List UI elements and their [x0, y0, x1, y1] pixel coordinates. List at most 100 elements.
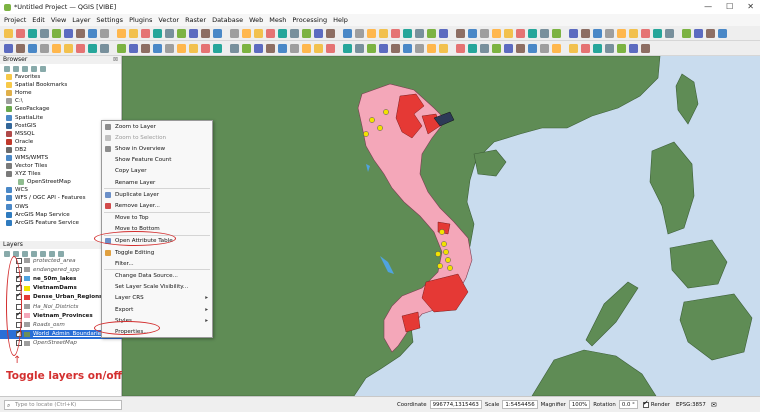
toolbar-button-icon[interactable] — [653, 28, 662, 38]
toolbar-button-icon[interactable] — [391, 43, 400, 53]
toolbar-button-icon[interactable] — [254, 43, 263, 53]
toolbar-button-icon[interactable] — [189, 43, 198, 53]
toolbar-button-icon[interactable] — [468, 43, 477, 53]
browser-item[interactable]: XYZ Tiles — [0, 170, 121, 178]
toolbar-button-icon[interactable] — [40, 28, 49, 38]
menu-project[interactable]: Project — [4, 16, 27, 24]
context-menu-item[interactable]: Move to Bottom — [102, 224, 212, 235]
toolbar-button-icon[interactable] — [141, 43, 150, 53]
toolbar-button-icon[interactable] — [641, 28, 650, 38]
toolbar-button-icon[interactable] — [129, 43, 138, 53]
context-menu-item[interactable]: Show in Overview — [102, 143, 212, 154]
add-group-icon[interactable] — [13, 250, 19, 257]
toolbar-button-icon[interactable] — [165, 43, 174, 53]
toolbar-button-icon[interactable] — [718, 28, 727, 38]
toolbar-button-icon[interactable] — [153, 43, 162, 53]
context-menu-item[interactable]: Export ▸ — [102, 304, 212, 315]
toolbar-button-icon[interactable] — [28, 43, 37, 53]
toolbar-button-icon[interactable] — [492, 28, 501, 38]
maximize-button[interactable]: ☐ — [726, 2, 734, 11]
toolbar-button-icon[interactable] — [100, 43, 109, 53]
toolbar-button-icon[interactable] — [117, 43, 126, 53]
toolbar-button-icon[interactable] — [302, 28, 311, 38]
toolbar-button-icon[interactable] — [694, 28, 703, 38]
toolbar-button-icon[interactable] — [278, 43, 287, 53]
toolbar-button-icon[interactable] — [355, 43, 364, 53]
toolbar-button-icon[interactable] — [314, 28, 323, 38]
browser-item[interactable]: MSSQL — [0, 130, 121, 138]
toolbar-button-icon[interactable] — [379, 28, 388, 38]
menu-vector[interactable]: Vector — [158, 16, 180, 24]
toolbar-button-icon[interactable] — [230, 28, 239, 38]
toolbar-button-icon[interactable] — [64, 43, 73, 53]
toolbar-button-icon[interactable] — [242, 43, 251, 53]
context-menu-item[interactable]: Show Feature Count — [102, 155, 212, 166]
toolbar-button-icon[interactable] — [516, 43, 525, 53]
toolbar-button-icon[interactable] — [427, 43, 436, 53]
browser-item[interactable]: Vector Tiles — [0, 162, 121, 170]
context-menu-item[interactable]: Zoom to Layer — [102, 121, 212, 132]
menu-database[interactable]: Database — [212, 16, 244, 24]
toolbar-button-icon[interactable] — [504, 28, 513, 38]
toolbar-button-icon[interactable] — [528, 43, 537, 53]
toolbar-button-icon[interactable] — [76, 43, 85, 53]
toolbar-button-icon[interactable] — [52, 43, 61, 53]
map-canvas[interactable] — [122, 56, 760, 396]
toolbar-button-icon[interactable] — [88, 28, 97, 38]
toolbar-button-icon[interactable] — [290, 28, 299, 38]
toolbar-button-icon[interactable] — [28, 28, 37, 38]
locator-search[interactable]: ⌕ Type to locate (Ctrl+K) — [4, 399, 122, 410]
toolbar-button-icon[interactable] — [141, 28, 150, 38]
toolbar-button-icon[interactable] — [52, 28, 61, 38]
menu-mesh[interactable]: Mesh — [269, 16, 287, 24]
browser-item[interactable]: DB2 — [0, 146, 121, 154]
context-menu-item[interactable]: Zoom to Selection — [102, 132, 212, 143]
toolbar-button-icon[interactable] — [569, 43, 578, 53]
toolbar-button-icon[interactable] — [314, 43, 323, 53]
browser-item[interactable]: OpenStreetMap — [0, 178, 121, 186]
toolbar-button-icon[interactable] — [201, 28, 210, 38]
toolbar-button-icon[interactable] — [177, 43, 186, 53]
toolbar-button-icon[interactable] — [480, 28, 489, 38]
filter-legend-icon[interactable] — [31, 250, 37, 257]
toolbar-button-icon[interactable] — [403, 28, 412, 38]
collapse-icon[interactable] — [22, 65, 28, 72]
toolbar-button-icon[interactable] — [153, 28, 162, 38]
toolbar-button-icon[interactable] — [427, 28, 436, 38]
menu-processing[interactable]: Processing — [292, 16, 328, 24]
toolbar-button-icon[interactable] — [581, 43, 590, 53]
toolbar-button-icon[interactable] — [605, 43, 614, 53]
coordinate-field[interactable]: 996774,1315463 — [429, 400, 482, 409]
browser-item[interactable]: GeoPackage — [0, 105, 121, 113]
properties-icon[interactable] — [31, 65, 37, 72]
menu-plugins[interactable]: Plugins — [129, 16, 153, 24]
browser-item[interactable]: WMS/WMTS — [0, 154, 121, 162]
filter-icon[interactable] — [13, 65, 19, 72]
context-menu-item[interactable]: Remove Layer... — [102, 200, 212, 211]
toolbar-button-icon[interactable] — [581, 28, 590, 38]
context-menu-item[interactable]: Toggle Editing — [102, 247, 212, 258]
browser-item[interactable]: WFS / OGC API - Features — [0, 194, 121, 202]
context-menu-item[interactable]: Change Data Source... — [102, 270, 212, 281]
toolbar-button-icon[interactable] — [665, 28, 674, 38]
toolbar-button-icon[interactable] — [16, 28, 25, 38]
menu-view[interactable]: View — [50, 16, 67, 24]
toolbar-button-icon[interactable] — [343, 28, 352, 38]
toolbar-button-icon[interactable] — [528, 28, 537, 38]
toolbar-button-icon[interactable] — [242, 28, 251, 38]
toolbar-button-icon[interactable] — [88, 43, 97, 53]
toolbar-button-icon[interactable] — [540, 43, 549, 53]
open-layer-styling-icon[interactable] — [4, 250, 10, 257]
expand-all-icon[interactable] — [40, 250, 46, 257]
toolbar-button-icon[interactable] — [201, 43, 210, 53]
toolbar-button-icon[interactable] — [480, 43, 489, 53]
refresh-icon[interactable] — [4, 65, 10, 72]
browser-item[interactable]: WCS — [0, 186, 121, 194]
toolbar-button-icon[interactable] — [16, 43, 25, 53]
toolbar-button-icon[interactable] — [230, 43, 239, 53]
toolbar-button-icon[interactable] — [343, 43, 352, 53]
browser-item[interactable]: ArcGIS Map Service — [0, 211, 121, 219]
context-menu-item[interactable]: Rename Layer — [102, 177, 212, 188]
toolbar-button-icon[interactable] — [266, 28, 275, 38]
toolbar-button-icon[interactable] — [682, 28, 691, 38]
